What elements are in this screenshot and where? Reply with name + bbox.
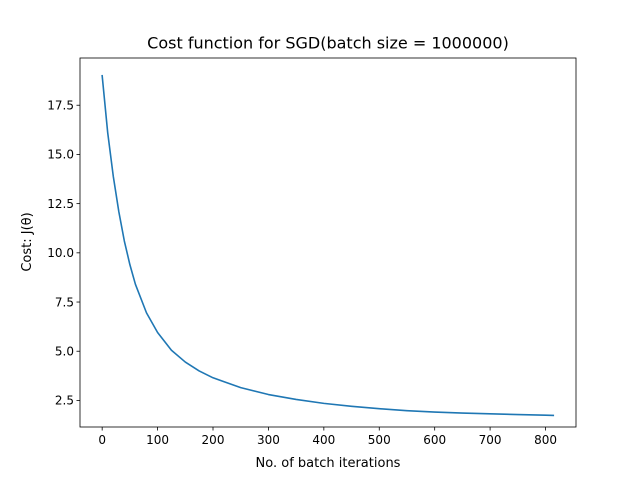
y-tick-label: 10.0 [47, 246, 74, 260]
x-tick-label: 200 [202, 433, 225, 447]
y-tick-label: 5.0 [55, 345, 74, 359]
y-tick-label: 7.5 [55, 295, 74, 309]
y-tick-label: 2.5 [55, 394, 74, 408]
x-tick-label: 300 [257, 433, 280, 447]
x-tick-label: 800 [534, 433, 557, 447]
axes-frame [79, 57, 577, 428]
chart-title: Cost function for SGD(batch size = 10000… [147, 34, 509, 53]
x-tick-label: 500 [368, 433, 391, 447]
y-axis: 2.5 5.0 7.5 10.0 12.5 15.0 17.5 [47, 99, 80, 408]
y-tick-label: 17.5 [47, 99, 74, 113]
x-axis-label: No. of batch iterations [256, 456, 401, 471]
x-axis: 0 100 200 300 400 500 600 700 800 [98, 427, 557, 447]
y-tick-label: 15.0 [47, 148, 74, 162]
x-tick-label: 0 [98, 433, 106, 447]
plot-area [79, 57, 577, 428]
x-tick-label: 700 [479, 433, 502, 447]
x-tick-label: 600 [423, 433, 446, 447]
y-axis-label: Cost: J(θ) [20, 212, 35, 271]
x-tick-label: 400 [312, 433, 335, 447]
x-tick-label: 100 [146, 433, 169, 447]
y-tick-label: 12.5 [47, 197, 74, 211]
series-line [101, 74, 555, 417]
